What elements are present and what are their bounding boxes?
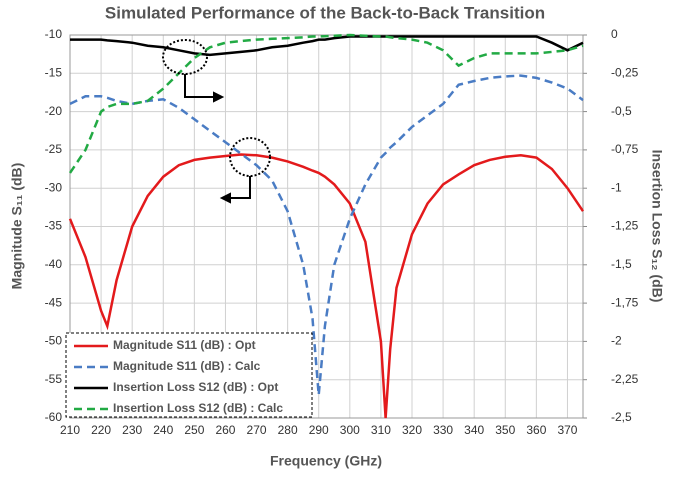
legend-label: Insertion Loss S12 (dB) : Calc: [113, 401, 283, 415]
x-tick-label: 270: [247, 423, 267, 437]
x-tick-label: 230: [122, 423, 142, 437]
y-tick-label: -55: [45, 372, 63, 386]
legend-label: Insertion Loss S12 (dB) : Opt: [113, 380, 278, 394]
y-tick-label: -35: [45, 219, 63, 233]
x-tick-label: 240: [153, 423, 173, 437]
series-line: [69, 74, 584, 396]
x-tick-label: 370: [557, 423, 577, 437]
x-tick-label: 220: [91, 423, 111, 437]
series-line: [68, 33, 584, 174]
y2-tick-label: -2,25: [611, 372, 639, 386]
x-tick-label: 330: [433, 423, 453, 437]
y-tick-label: -30: [45, 180, 63, 194]
y-axis-label: Magnitude S₁₁ (dB): [9, 163, 25, 290]
y2-tick-label: -2,5: [611, 410, 632, 424]
y-tick-label: -10: [45, 27, 63, 41]
annotation-circle: [229, 137, 271, 177]
x-tick-label: 310: [371, 423, 391, 437]
x-tick-label: 360: [526, 423, 546, 437]
x-tick-label: 300: [340, 423, 360, 437]
y2-tick-label: -1,5: [611, 257, 632, 271]
y-tick-label: -15: [45, 65, 63, 79]
y2-tick-label: -1,75: [611, 295, 639, 309]
y2-axis-label: Insertion Loss S₁₂ (dB): [649, 150, 665, 303]
y-tick-label: -45: [45, 295, 63, 309]
annotation-arrow: [228, 176, 251, 199]
legend: Magnitude S11 (dB) : Opt Magnitude S11 (d…: [65, 332, 313, 418]
legend-label: Magnitude S11 (dB) : Opt: [113, 338, 256, 352]
legend-label: Magnitude S11 (dB) : Calc: [113, 359, 261, 373]
x-tick-label: 210: [60, 423, 80, 437]
x-tick-label: 290: [309, 423, 329, 437]
annotations: [162, 39, 271, 204]
y-tick-label: -40: [45, 257, 63, 271]
y2-tick-label: -0,5: [611, 104, 632, 118]
annotation-arrow: [184, 74, 218, 98]
x-tick-label: 320: [402, 423, 422, 437]
y2-tick-label: -1: [611, 180, 622, 194]
series-line: [70, 35, 584, 57]
annotation-circle: [162, 39, 208, 75]
arrow-head: [213, 91, 225, 103]
arrow-head: [219, 192, 231, 204]
x-tick-label: 250: [184, 423, 204, 437]
y2-tick-label: -0,25: [611, 65, 639, 79]
chart-title: Simulated Performance of the Back-to-Bac…: [105, 3, 545, 22]
x-tick-label: 260: [215, 423, 235, 437]
plot-area: 210 220 230 240 250 260 270 280 290 300 310 320 330 3…: [45, 27, 639, 437]
y2-tick-label: -1,25: [611, 219, 639, 233]
y2-tick-label: -0,75: [611, 142, 639, 156]
y2-tick-label: -2: [611, 334, 622, 348]
y-tick-label: -20: [45, 104, 63, 118]
y-tick-label: -50: [45, 334, 63, 348]
x-tick-label: 340: [464, 423, 484, 437]
x-tick-label: 350: [495, 423, 515, 437]
x-tick-label: 280: [278, 423, 298, 437]
series-line: [68, 153, 585, 419]
x-axis-label: Frequency (GHz): [270, 453, 382, 469]
y2-tick-label: 0: [611, 27, 618, 41]
y-tick-label: -25: [45, 142, 63, 156]
y-tick-label: -60: [45, 410, 63, 424]
